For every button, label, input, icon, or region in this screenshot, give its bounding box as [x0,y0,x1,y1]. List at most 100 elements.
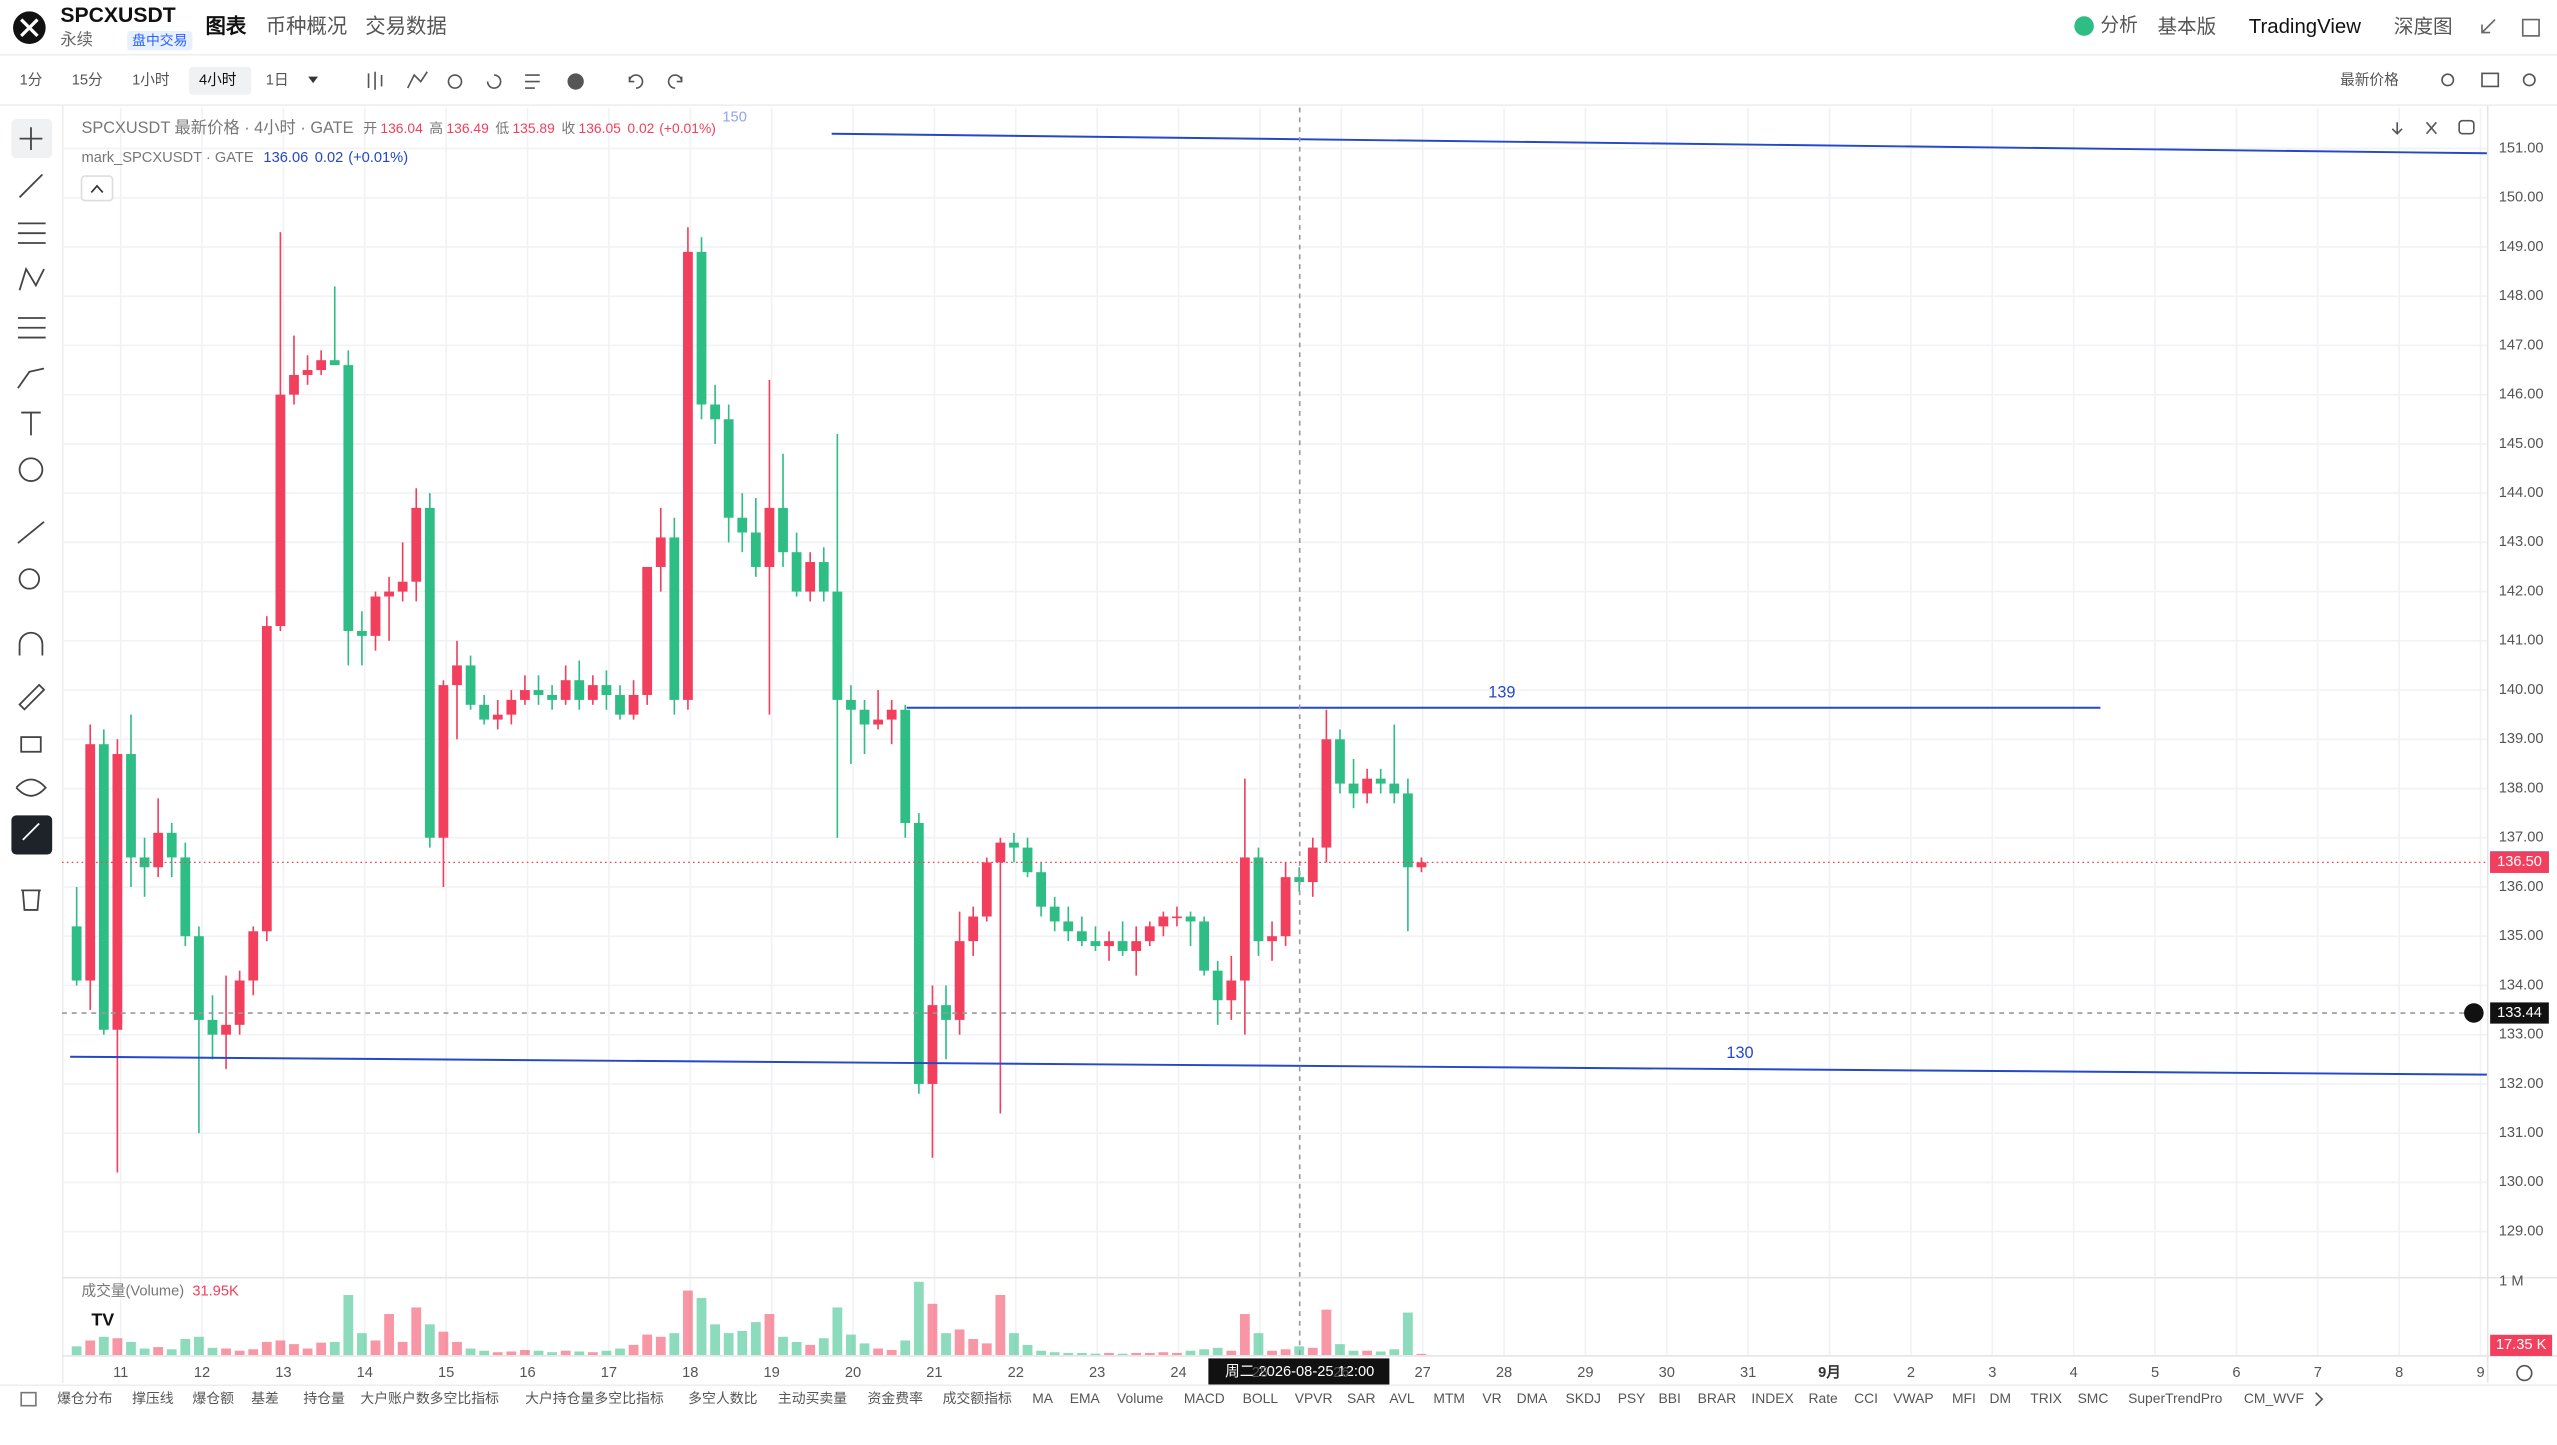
header-link[interactable]: 分析 [2100,14,2138,35]
indicator[interactable]: 成交额指标 [943,1390,1012,1406]
indicator[interactable]: 撑压线 [132,1390,174,1406]
y-tick-label: 146.00 [2499,387,2544,403]
volume-bar [1267,1350,1277,1356]
indicator[interactable]: CCI [1854,1390,1878,1406]
indicator[interactable]: MACD [1184,1390,1225,1406]
volume-bar [370,1340,381,1356]
candle-body [166,832,177,858]
candle-body [411,507,422,582]
indicator[interactable]: EMA [1070,1390,1101,1406]
volume-bar [995,1294,1006,1356]
candle-body [1009,842,1019,848]
interval[interactable]: 1分 [20,72,43,89]
interval[interactable]: 1小时 [132,72,170,89]
volume-bar [1253,1333,1264,1356]
indicator[interactable]: MA [1032,1390,1054,1406]
indicator[interactable]: SAR [1347,1390,1376,1406]
candle-body [710,404,720,420]
indicator-icon[interactable] [20,1391,37,1407]
volume-bar [1280,1349,1291,1356]
candle-body [805,562,816,592]
candle-body [832,591,843,700]
candle-body [1022,847,1033,873]
candle-body [628,694,639,715]
volume-bar [289,1344,299,1356]
volume-bar [207,1347,218,1356]
expand-icon[interactable] [2481,18,2496,34]
legend-value: 135.89 [512,119,555,135]
x-tick-label: 29 [1577,1365,1593,1381]
candle-body [207,1019,218,1035]
indicator[interactable]: AVL [1389,1390,1414,1406]
candle-body [492,714,503,720]
candle-body [424,507,435,838]
settings-icon[interactable] [2516,1364,2533,1382]
indicator[interactable]: PSY [1618,1390,1646,1406]
interval[interactable]: 1日 [266,73,289,89]
indicator[interactable]: VR [1482,1390,1501,1406]
indicator[interactable]: 大户持仓量多空比指标 [525,1390,664,1406]
indicator[interactable]: MTM [1433,1390,1465,1406]
collapse-button[interactable] [80,175,114,202]
volume-bar [302,1348,313,1356]
volume-bar [628,1344,639,1356]
trend-line[interactable] [70,1055,2487,1076]
indicator[interactable]: INDEX [1751,1390,1793,1406]
indicator[interactable]: VPVR [1295,1390,1333,1406]
volume-bar [764,1314,775,1356]
indicator[interactable]: MFI [1952,1390,1976,1406]
tab[interactable]: 图表 [205,14,246,38]
interval[interactable]: 15分 [72,72,103,89]
header-link[interactable]: TradingView [2249,16,2361,38]
indicator[interactable]: TRIX [2030,1390,2062,1406]
interval[interactable]: 4小时 [199,72,237,89]
indicator[interactable]: SMC [2078,1390,2109,1406]
header-link[interactable]: 深度图 [2394,16,2453,38]
indicator[interactable]: SuperTrendPro [2128,1390,2223,1406]
indicator[interactable]: 基差 [251,1390,279,1406]
indicator[interactable]: 多空人数比 [688,1390,757,1406]
candle-body [384,591,394,597]
volume-bar [329,1341,340,1356]
pane-controls[interactable] [2391,119,2475,135]
crosshair-label-bg [1208,1358,1390,1385]
tab[interactable]: 交易数据 [365,15,447,38]
indicator[interactable]: DM [1990,1390,2012,1406]
indicator[interactable]: BRAR [1698,1390,1737,1406]
indicator[interactable]: 主动买卖量 [778,1390,847,1406]
indicator[interactable]: 大户账户数多空比指标 [360,1390,499,1406]
indicator[interactable]: CM_WVF [2244,1390,2304,1406]
indicator[interactable]: BBI [1658,1390,1680,1406]
indicator[interactable]: 爆仓分布 [57,1390,113,1406]
fullscreen-icon[interactable] [2521,18,2540,37]
tab[interactable]: 币种概况 [266,15,348,38]
indicator[interactable]: 资金费率 [868,1390,924,1406]
indicator[interactable]: SKDJ [1566,1390,1601,1406]
volume-bar [601,1350,612,1356]
indicator[interactable]: DMA [1517,1390,1549,1406]
x-tick-label: 12 [194,1365,210,1381]
left-toolbar[interactable] [11,119,53,911]
indicator[interactable]: VWAP [1893,1390,1933,1406]
price-source[interactable]: 最新价格 [2340,72,2399,89]
volume-bar [343,1294,354,1356]
volume-bar [98,1336,109,1356]
indicator[interactable]: 持仓量 [303,1390,345,1406]
header-link[interactable]: 基本版 [2157,16,2216,38]
legend-value: (+0.01%) [348,150,408,166]
indicator[interactable]: BOLL [1243,1390,1279,1406]
x-tick-label: 15 [438,1365,454,1381]
trend-line[interactable] [831,132,2487,155]
scroll-icon[interactable] [2315,1392,2324,1407]
indicator[interactable]: 爆仓额 [192,1390,234,1406]
indicator[interactable]: Volume [1117,1390,1164,1406]
volume-bar [533,1350,544,1356]
symbol[interactable]: SPCXUSDT [60,4,175,27]
collapse-icon [90,184,104,193]
indicator[interactable]: Rate [1808,1390,1838,1406]
candle-body [696,251,707,405]
candle-body [194,936,204,1020]
volume-bar [859,1343,870,1356]
volume-bar [778,1336,788,1356]
dropdown[interactable] [308,76,318,84]
